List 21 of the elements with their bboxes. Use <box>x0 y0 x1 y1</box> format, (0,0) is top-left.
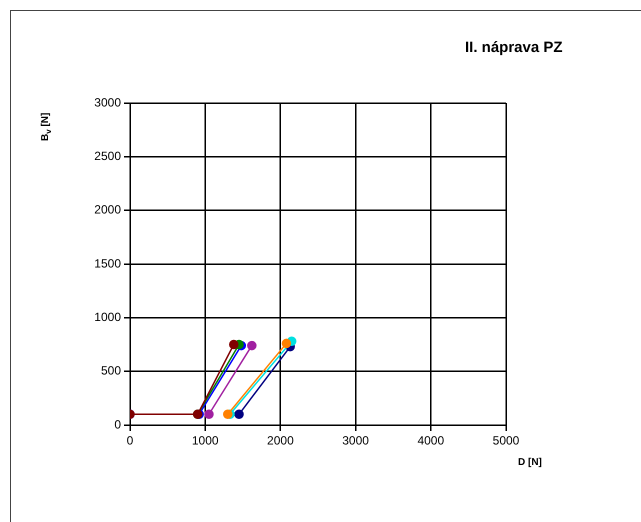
point <box>282 338 292 348</box>
y-tick-label: 2500 <box>94 148 122 163</box>
x-tick-label: 3000 <box>342 434 370 448</box>
y-axis-title: Bv [N] <box>40 112 53 141</box>
y-tick-label: 1000 <box>94 310 122 324</box>
y-tick-label: 0 <box>114 417 122 432</box>
x-tick-label: 4000 <box>417 434 444 448</box>
point <box>247 340 257 350</box>
y-tick-label: 1500 <box>94 256 122 270</box>
x-tick-label: 1000 <box>192 434 219 448</box>
x-tick-label: 2000 <box>267 434 294 448</box>
point <box>229 340 239 350</box>
y-tick-label: 3000 <box>94 95 122 110</box>
y-tick-label: 500 <box>100 364 122 378</box>
x-axis-title: D [N] <box>518 457 542 468</box>
x-tick-label: 5000 <box>492 434 520 448</box>
point <box>204 410 214 420</box>
point <box>234 410 244 420</box>
x-tick-label: 0 <box>126 434 134 448</box>
y-tick-label: 2000 <box>94 202 122 217</box>
chart-title: II. náprava PZ <box>465 39 563 56</box>
